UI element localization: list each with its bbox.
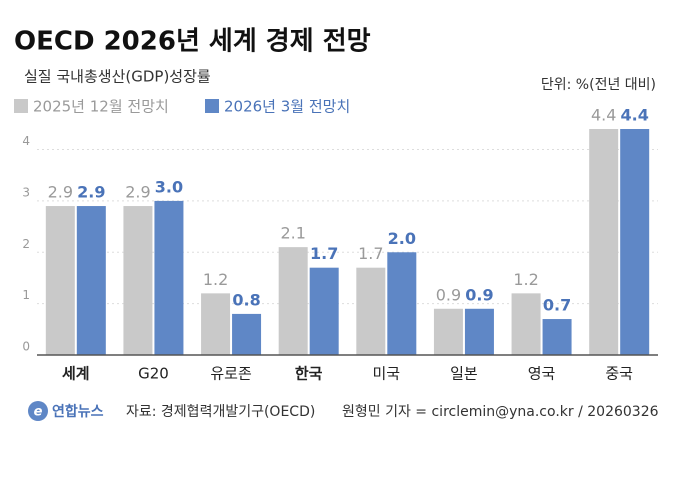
value-label: 2.9 [77,183,105,202]
logo-text: 연합뉴스 [52,403,104,420]
bar [620,129,650,355]
x-tick-label: 유로존 [210,365,252,383]
value-label: 2.9 [48,183,73,202]
value-label: 1.2 [513,270,538,289]
value-label: 2.9 [125,183,150,202]
value-label: 4.4 [591,106,616,125]
legend-swatch [205,99,219,113]
bar [76,206,106,355]
y-tick-label: 0 [22,340,30,354]
value-label: 0.9 [465,285,493,304]
value-label: 1.7 [310,244,338,263]
y-tick-label: 4 [22,134,30,148]
bar [232,313,262,355]
bar [542,319,572,355]
value-label: 0.7 [543,296,571,315]
value-label: 2.0 [388,229,416,248]
bar [278,247,308,355]
value-label: 4.4 [621,106,649,125]
x-tick-label: 세계 [62,365,90,383]
unit-label: 단위: %(전년 대비) [541,77,656,93]
value-label: 1.2 [203,270,228,289]
bar [433,308,463,355]
x-tick-label: 중국 [605,365,633,383]
chart-title: OECD 2026년 세계 경제 전망 [14,27,371,57]
bar [154,200,184,355]
legend-label: 2026년 3월 전망치 [224,98,350,116]
bar [123,206,153,355]
bar [201,293,231,355]
y-tick-label: 2 [22,237,30,251]
y-tick-label: 3 [22,185,30,199]
x-tick-label: 영국 [528,365,556,383]
bar [387,252,417,355]
value-label: 3.0 [155,177,183,196]
bar [464,308,494,355]
credit: 원형민 기자 = circlemin@yna.co.kr / 20260326 [342,404,659,420]
x-tick-label: G20 [138,365,169,383]
y-tick-label: 1 [22,288,30,302]
legend-label: 2025년 12월 전망치 [33,98,169,116]
x-tick-label: 미국 [373,365,401,383]
bar [356,267,386,355]
chart-subtitle: 실질 국내총생산(GDP)성장률 [24,68,211,86]
footer: e 연합뉴스 자료: 경제협력개발기구(OECD) 원형민 기자 = circl… [28,401,659,421]
logo-icon [28,401,48,421]
logo-mark: e [34,405,43,420]
x-tick-label: 한국 [295,365,323,383]
bar [511,293,541,355]
value-label: 0.9 [436,285,461,304]
bar [309,267,339,355]
value-label: 1.7 [358,244,383,263]
bar [45,206,75,355]
value-label: 0.8 [232,290,260,309]
legend-swatch [14,99,28,113]
x-tick-label: 일본 [450,365,478,383]
source: 자료: 경제협력개발기구(OECD) [126,404,315,420]
value-label: 2.1 [280,224,305,243]
bar [589,129,619,355]
